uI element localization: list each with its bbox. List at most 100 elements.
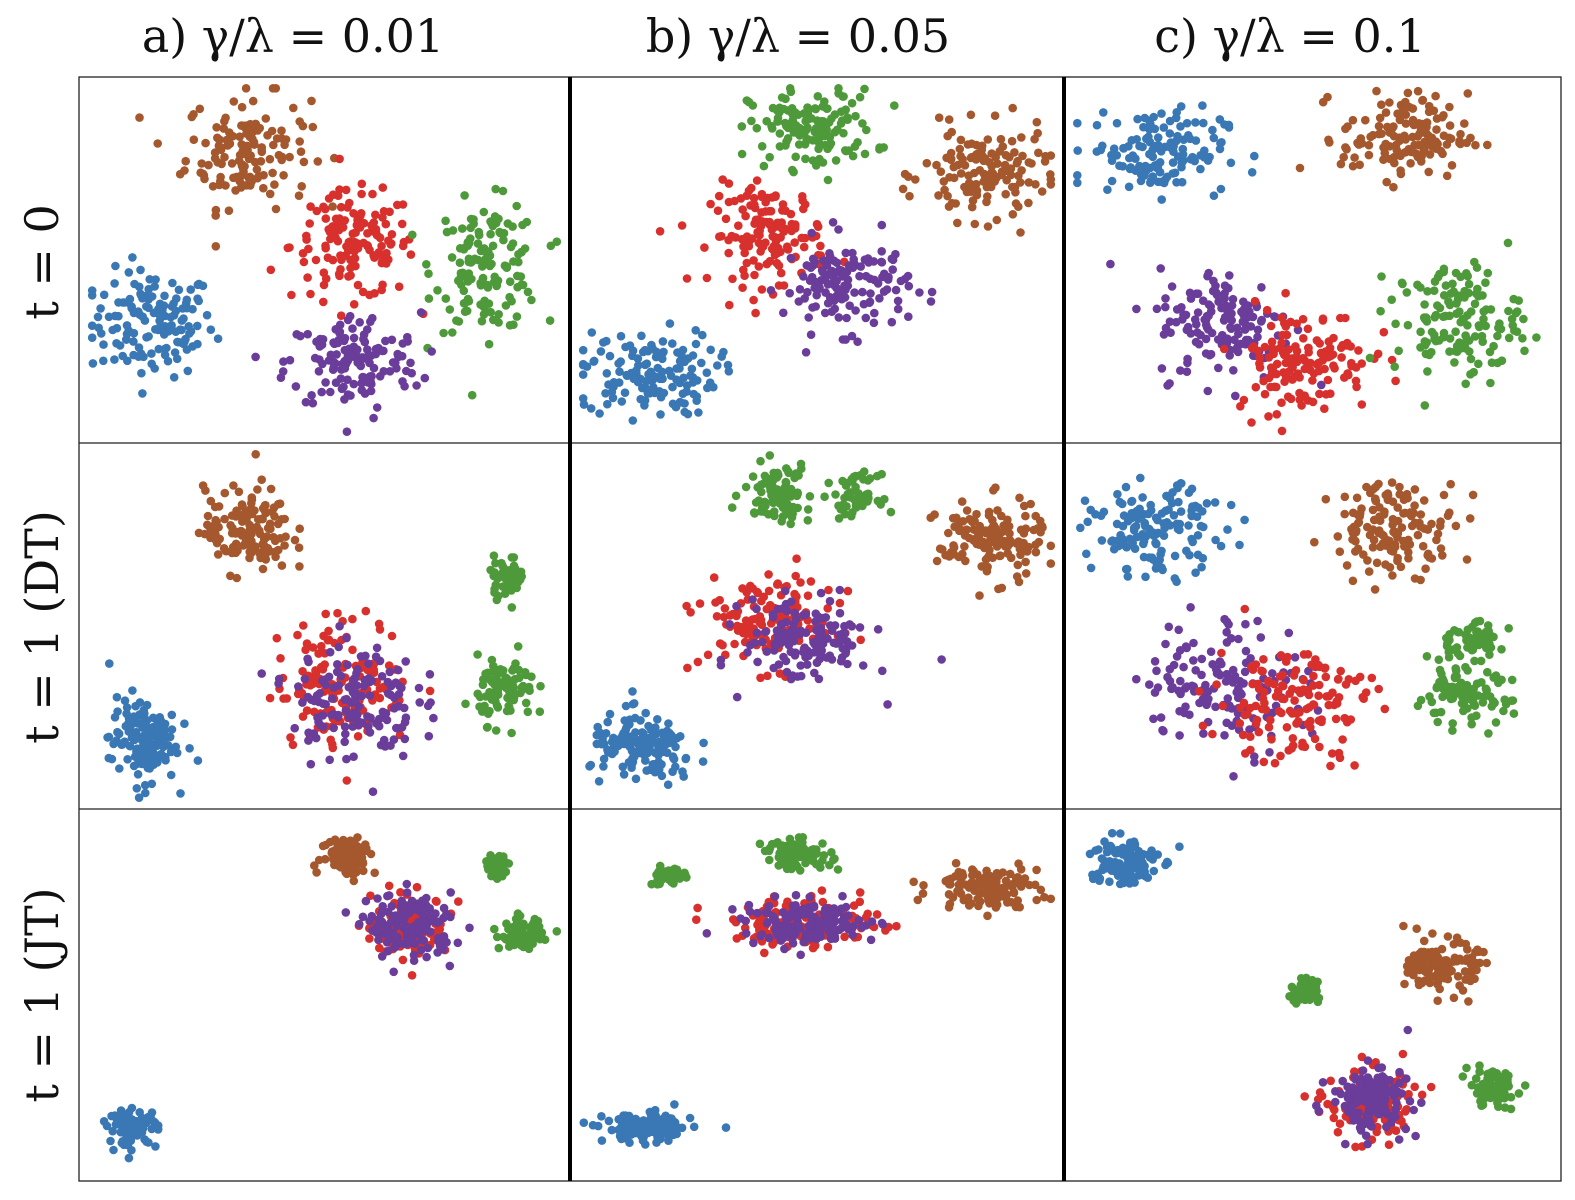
blue-point [1240, 515, 1249, 525]
blue-point [1076, 523, 1085, 533]
brown-point [988, 515, 997, 525]
column-title-a: a) γ/λ = 0.01 [142, 9, 444, 63]
red-point [1304, 360, 1313, 369]
purple-point [869, 257, 879, 266]
blue-point [641, 1140, 650, 1149]
blue-point [666, 1129, 676, 1138]
brown-point [295, 524, 305, 533]
red-point [706, 199, 715, 209]
purple-point [379, 346, 388, 356]
brown-point [1444, 133, 1454, 143]
brown-point [219, 124, 229, 133]
brown-point [955, 144, 965, 154]
green-point [452, 316, 461, 325]
red-point [283, 243, 293, 253]
green-point [482, 723, 492, 732]
red-point [412, 882, 422, 892]
purple-point [1189, 656, 1198, 665]
purple-point [424, 731, 434, 741]
brown-point [1377, 129, 1386, 138]
red-point [738, 205, 747, 214]
purple-point [806, 330, 816, 340]
blue-point [179, 314, 188, 323]
green-point [460, 191, 469, 200]
green-point [1435, 303, 1445, 313]
blue-point [137, 759, 147, 769]
blue-point [1141, 572, 1150, 582]
blue-point [168, 278, 177, 288]
red-point [368, 189, 377, 199]
brown-point [235, 132, 244, 141]
red-point [791, 571, 800, 581]
blue-point [104, 753, 114, 763]
green-point [767, 483, 777, 492]
blue-point [721, 1123, 731, 1132]
brown-point [975, 591, 984, 600]
red-point [1267, 735, 1276, 744]
blue-point [670, 1100, 679, 1109]
brown-point [972, 186, 982, 195]
red-point [1314, 366, 1324, 376]
red-point [741, 211, 750, 221]
red-point [326, 735, 336, 745]
green-point [831, 490, 840, 499]
blue-point [1109, 144, 1119, 153]
blue-point [134, 1118, 144, 1127]
blue-point [629, 374, 639, 384]
red-point [1299, 675, 1308, 685]
row-title-t0: t = 0 [15, 204, 69, 320]
green-point [479, 310, 489, 319]
brown-point [1381, 560, 1390, 569]
purple-point [400, 734, 410, 744]
brown-point [290, 535, 300, 545]
purple-point [343, 390, 353, 399]
brown-point [267, 126, 277, 136]
purple-point [861, 313, 871, 323]
red-point [721, 214, 731, 224]
blue-point [115, 764, 124, 773]
purple-point [303, 654, 312, 664]
brown-point [1416, 510, 1426, 519]
purple-point [1211, 702, 1220, 712]
blue-point [105, 659, 114, 668]
green-point [1460, 286, 1469, 296]
purple-point [368, 313, 377, 323]
brown-point [1471, 140, 1480, 150]
brown-point [1401, 119, 1411, 128]
purple-point [1214, 297, 1223, 307]
purple-point [453, 938, 463, 948]
purple-point [843, 659, 852, 669]
brown-point [206, 496, 216, 506]
blue-point [605, 709, 615, 719]
brown-point [1401, 97, 1410, 107]
blue-point [112, 339, 121, 348]
purple-point [1167, 282, 1177, 291]
blue-point [171, 327, 181, 337]
red-point [1259, 687, 1269, 697]
purple-point [1182, 367, 1192, 377]
purple-point [1106, 259, 1115, 269]
brown-point [1389, 182, 1398, 192]
green-point [1450, 672, 1460, 681]
purple-point [1222, 638, 1232, 647]
blue-point [1182, 546, 1191, 556]
blue-point [122, 321, 132, 330]
green-point [1485, 347, 1495, 357]
green-point [1499, 706, 1508, 716]
green-point [843, 478, 852, 488]
purple-point [361, 651, 370, 661]
red-point [279, 694, 288, 703]
green-point [505, 321, 515, 330]
blue-point [122, 703, 132, 712]
blue-point [1211, 535, 1220, 545]
red-point [328, 255, 338, 265]
green-point [441, 294, 451, 303]
purple-point [834, 225, 843, 234]
brown-point [898, 184, 908, 194]
blue-point [671, 742, 680, 752]
blue-point [1176, 122, 1185, 131]
green-point [422, 260, 431, 269]
blue-point [1153, 177, 1163, 187]
brown-point [253, 173, 262, 183]
green-point [1476, 656, 1486, 666]
